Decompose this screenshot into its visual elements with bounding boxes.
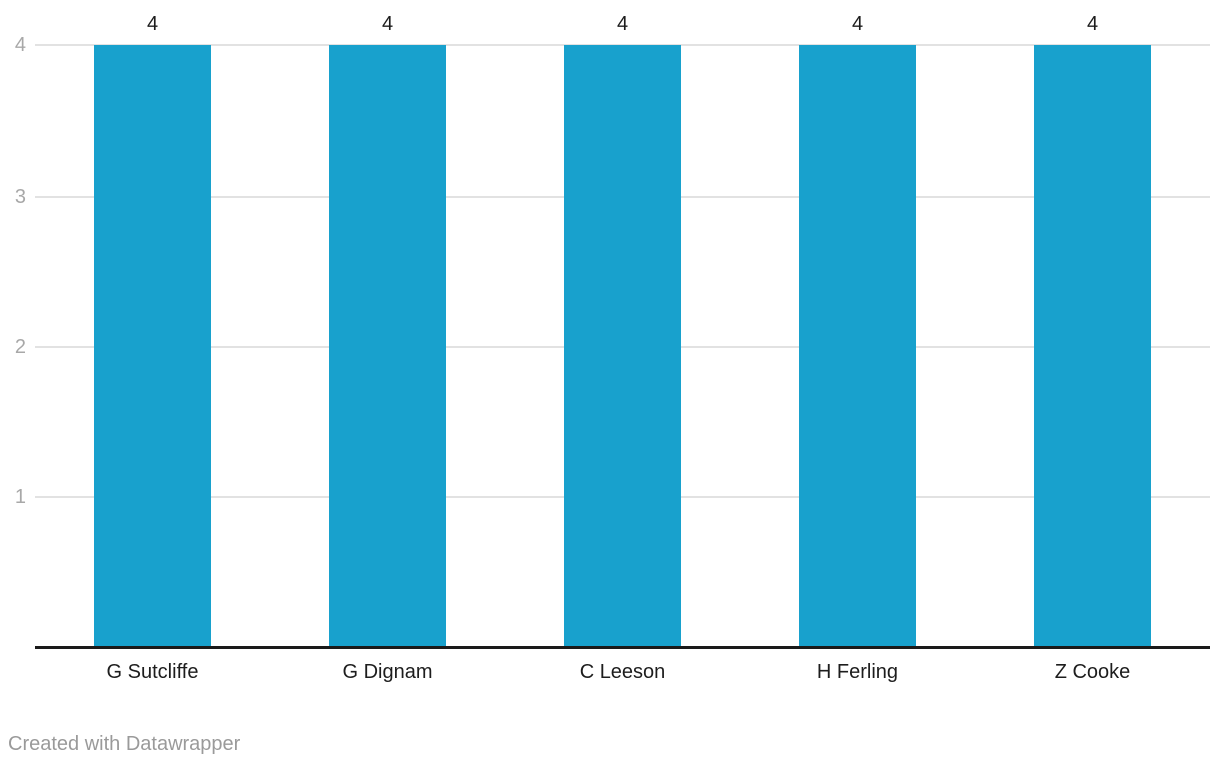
bar-value-label: 4	[616, 13, 629, 35]
bar-group: 4 Z Cooke	[975, 0, 1210, 768]
bar-group: 4 C Leeson	[505, 0, 740, 768]
bar-value-label: 4	[1086, 13, 1099, 35]
x-axis-line	[35, 646, 1210, 649]
bar	[564, 45, 681, 647]
bar	[799, 45, 916, 647]
y-axis-tick-label: 3	[14, 186, 26, 208]
bar	[94, 45, 211, 647]
bar-group: 4 G Sutcliffe	[35, 0, 270, 768]
bar-value-label: 4	[381, 13, 394, 35]
bar-group: 4 H Ferling	[740, 0, 975, 768]
bar-value-label: 4	[146, 13, 159, 35]
bar	[1034, 45, 1151, 647]
y-axis-tick-label: 1	[14, 486, 26, 508]
bar	[329, 45, 446, 647]
datawrapper-credit: Created with Datawrapper	[8, 733, 241, 755]
x-axis-label: C Leeson	[579, 661, 666, 683]
y-axis-tick-label: 2	[14, 336, 26, 358]
y-axis-tick-label: 4	[14, 34, 26, 56]
bar-value-label: 4	[851, 13, 864, 35]
bar-group: 4 G Dignam	[270, 0, 505, 768]
x-axis-label: G Dignam	[342, 661, 433, 683]
x-axis-label: Z Cooke	[1054, 661, 1131, 683]
x-axis-label: H Ferling	[816, 661, 899, 683]
x-axis-label: G Sutcliffe	[106, 661, 199, 683]
